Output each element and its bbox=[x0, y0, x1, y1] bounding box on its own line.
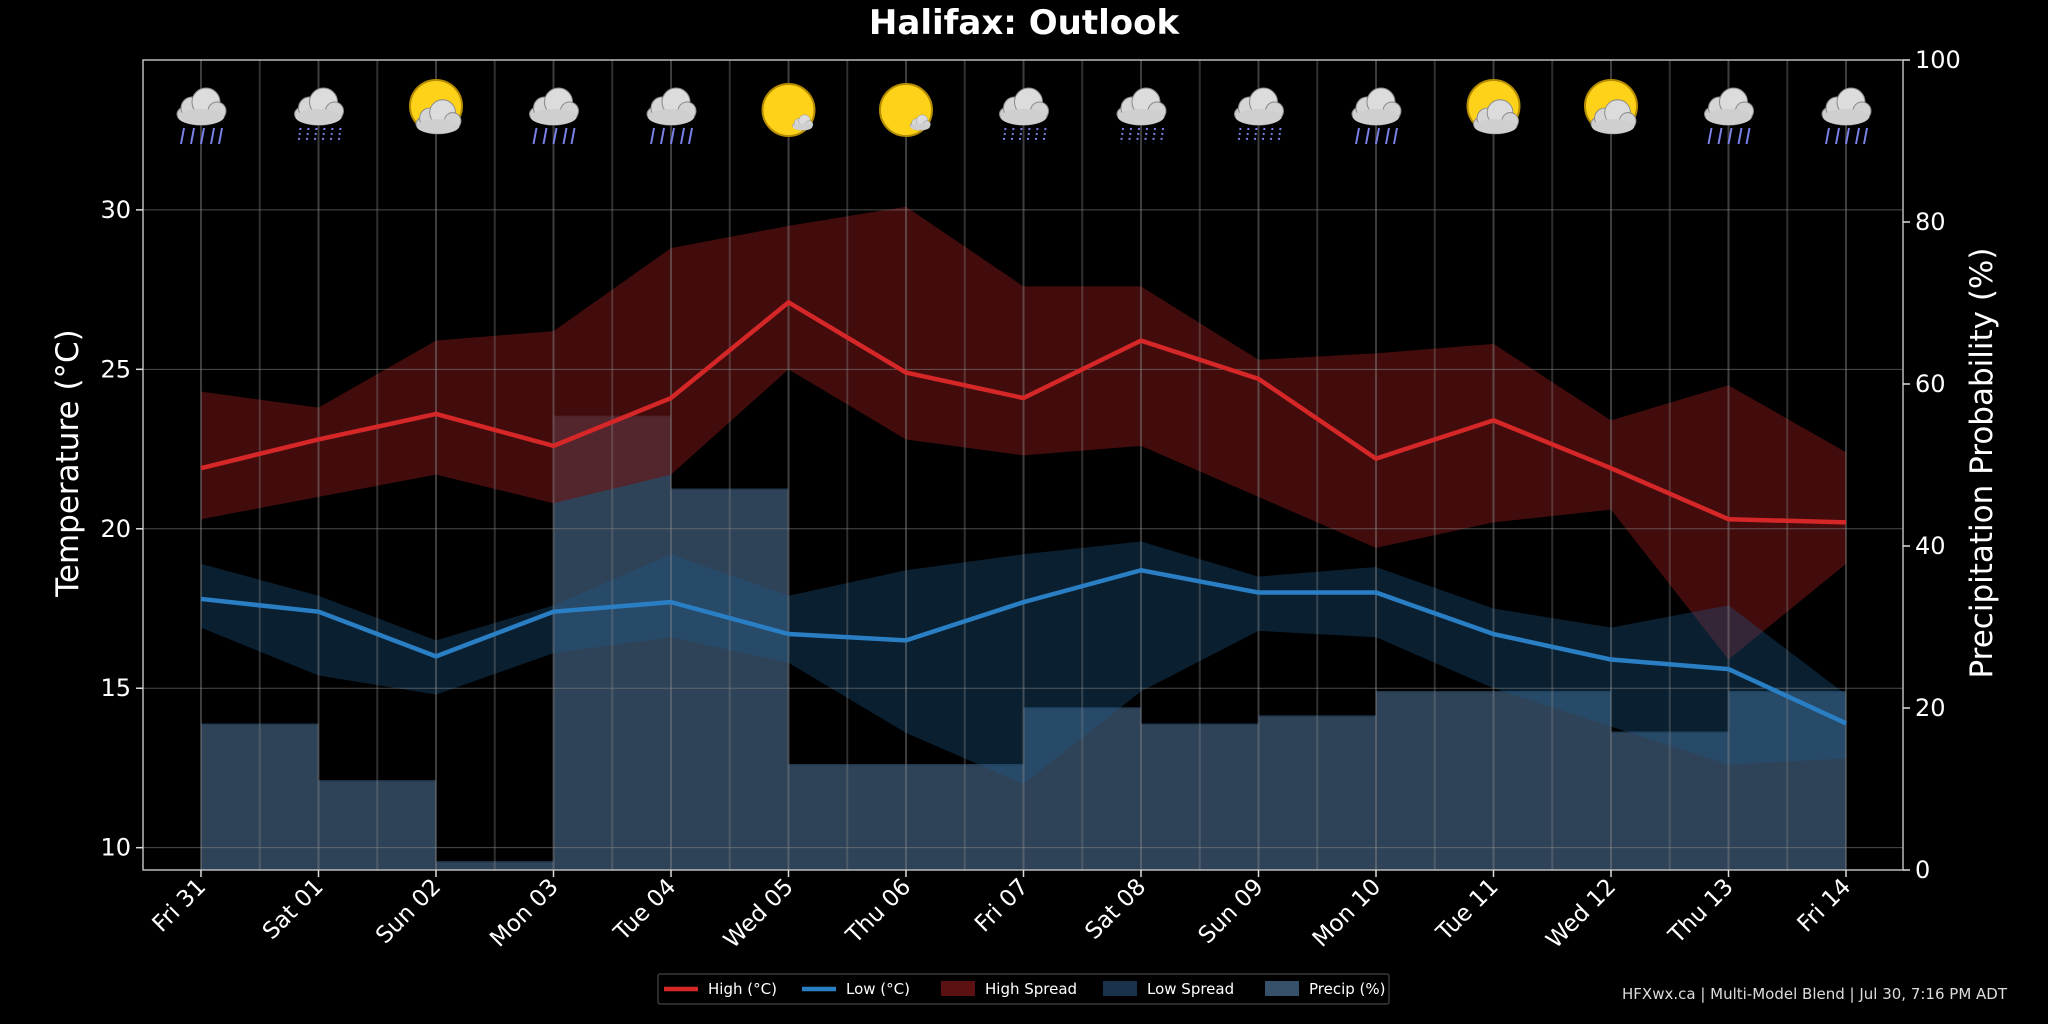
precip-bar bbox=[906, 764, 1024, 870]
x-tick-label: Mon 03 bbox=[485, 874, 564, 953]
precip-bar bbox=[436, 861, 554, 870]
sunny-icon bbox=[880, 84, 932, 136]
precip-bar bbox=[1258, 716, 1376, 870]
y-right-tick-label: 20 bbox=[1915, 694, 1946, 722]
x-tick-label: Sat 08 bbox=[1080, 874, 1151, 945]
precip-bar bbox=[1141, 724, 1259, 870]
precip-bar bbox=[1376, 691, 1494, 870]
x-tick-label: Thu 13 bbox=[1663, 874, 1739, 950]
high-spread-band bbox=[201, 206, 1846, 660]
legend-swatch-patch bbox=[1265, 981, 1299, 996]
legend-label: High Spread bbox=[985, 980, 1077, 998]
partly-sunny-icon bbox=[1468, 80, 1520, 134]
y-axis-left-label: Temperature (°C) bbox=[50, 329, 86, 598]
precip-bar bbox=[201, 724, 319, 870]
y-left-tick-label: 15 bbox=[100, 674, 131, 702]
x-tick-label: Fri 07 bbox=[970, 874, 1034, 938]
sunny-icon bbox=[763, 84, 815, 136]
x-tick-label: Wed 12 bbox=[1542, 874, 1622, 954]
x-tick-label: Fri 31 bbox=[148, 874, 212, 938]
y-right-tick-label: 60 bbox=[1915, 370, 1946, 398]
y-right-tick-label: 0 bbox=[1915, 856, 1930, 884]
temperature-lines bbox=[200, 300, 1847, 726]
precip-bar bbox=[671, 489, 789, 870]
precip-bar bbox=[1023, 708, 1141, 870]
x-tick-label: Sun 09 bbox=[1194, 874, 1269, 949]
y-axis-right-label: Precipitation Probability (%) bbox=[1964, 248, 2000, 679]
x-tick-label: Tue 04 bbox=[608, 874, 681, 947]
x-tick-label: Sat 01 bbox=[258, 874, 329, 945]
legend-swatch-patch bbox=[1103, 981, 1137, 996]
y-right-tick-label: 80 bbox=[1915, 208, 1946, 236]
precip-bar bbox=[318, 780, 436, 870]
low-spread-band bbox=[201, 541, 1846, 784]
y-right-tick-label: 40 bbox=[1915, 532, 1946, 560]
x-tick-label: Fri 14 bbox=[1793, 874, 1857, 938]
y-right-tick-label: 100 bbox=[1915, 46, 1961, 74]
legend-label: Low Spread bbox=[1147, 980, 1234, 998]
y-left-tick-label: 10 bbox=[100, 834, 131, 862]
legend-label: Precip (%) bbox=[1309, 980, 1386, 998]
x-tick-label: Sun 02 bbox=[371, 874, 446, 949]
x-tick-label: Tue 11 bbox=[1431, 874, 1504, 947]
partly-sunny-icon bbox=[1585, 80, 1637, 134]
grid-lines bbox=[143, 60, 1903, 870]
credit-text: HFXwx.ca | Multi-Model Blend | Jul 30, 7… bbox=[1622, 985, 2008, 1003]
legend-label: High (°C) bbox=[708, 980, 777, 998]
legend-label: Low (°C) bbox=[846, 980, 910, 998]
precip-bar bbox=[1611, 732, 1729, 870]
x-tick-label: Wed 05 bbox=[719, 874, 799, 954]
y-left-tick-label: 30 bbox=[100, 196, 131, 224]
x-tick-label: Thu 06 bbox=[841, 874, 917, 950]
x-tick-label: Mon 10 bbox=[1308, 874, 1387, 953]
precip-bar bbox=[1493, 691, 1611, 870]
precip-bar bbox=[788, 764, 906, 870]
y-left-tick-label: 25 bbox=[100, 355, 131, 383]
y-left-tick-label: 20 bbox=[100, 515, 131, 543]
precip-bar bbox=[1728, 691, 1846, 870]
partly-sunny-icon bbox=[410, 80, 462, 134]
legend: High (°C) Low (°C) High Spread Low Spread Pr… bbox=[657, 973, 1390, 1005]
spread-bands bbox=[201, 206, 1846, 784]
chart-title: Halifax: Outlook bbox=[869, 3, 1181, 43]
legend-swatch-patch bbox=[941, 981, 975, 996]
